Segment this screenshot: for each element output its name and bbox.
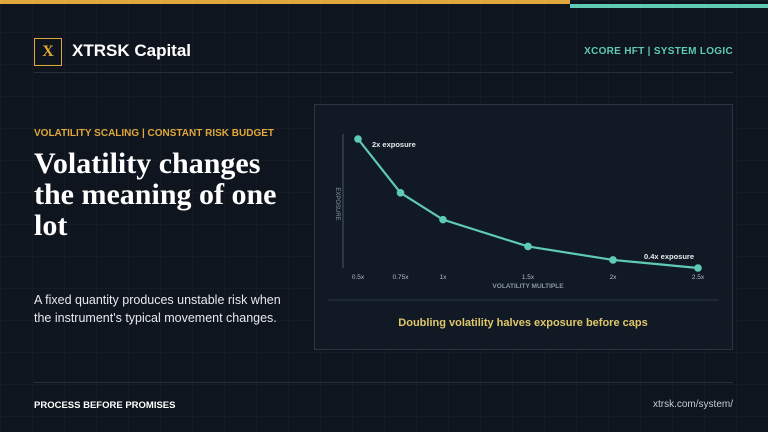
- x-tick-label: 0.75x: [393, 274, 410, 281]
- chart-panel: EXPOSURE VOLATILITY MULTIPLE Doubling vo…: [314, 104, 733, 350]
- headline: Volatility changes the meaning of one lo…: [34, 147, 277, 242]
- x-tick-label: 2.5x: [692, 274, 705, 281]
- point: [609, 256, 617, 264]
- point: [524, 242, 532, 251]
- x-tick-label: 1.5x: [522, 274, 535, 281]
- y-axis-label: EXPOSURE: [334, 187, 340, 220]
- footer-left: PROCESS BEFORE PROMISES: [34, 400, 176, 411]
- top-bar: [0, 0, 570, 4]
- line: [357, 138, 699, 270]
- x-axis-label: VOLATILITY MULTIPLE: [492, 283, 564, 290]
- brand: XTRSK Capital: [72, 41, 192, 60]
- divider: [34, 72, 733, 73]
- chart-caption: Doubling volatility halves exposure befo…: [398, 317, 647, 329]
- body-text: A fixed quantity produces unstable risk …: [34, 293, 281, 325]
- point: [694, 264, 702, 272]
- x-tick-label: 1x: [440, 274, 448, 281]
- panel-frame: [314, 104, 733, 350]
- kicker: VOLATILITY SCALING | CONSTANT RISK BUDGE…: [34, 128, 275, 139]
- annotation: 2x exposure: [372, 140, 416, 149]
- divider: [34, 382, 733, 383]
- logo: X: [34, 38, 62, 66]
- top-bar-accent: [570, 4, 768, 8]
- point: [396, 188, 405, 197]
- x-tick-label: 0.5x: [352, 274, 365, 281]
- x-tick-label: 2x: [610, 274, 618, 281]
- point: [439, 215, 447, 224]
- footer-right: xtrsk.com/system/: [652, 399, 733, 410]
- point: [354, 135, 362, 143]
- header-tag: XCORE HFT | SYSTEM LOGIC: [584, 46, 733, 57]
- annotation: 0.4x exposure: [644, 252, 694, 261]
